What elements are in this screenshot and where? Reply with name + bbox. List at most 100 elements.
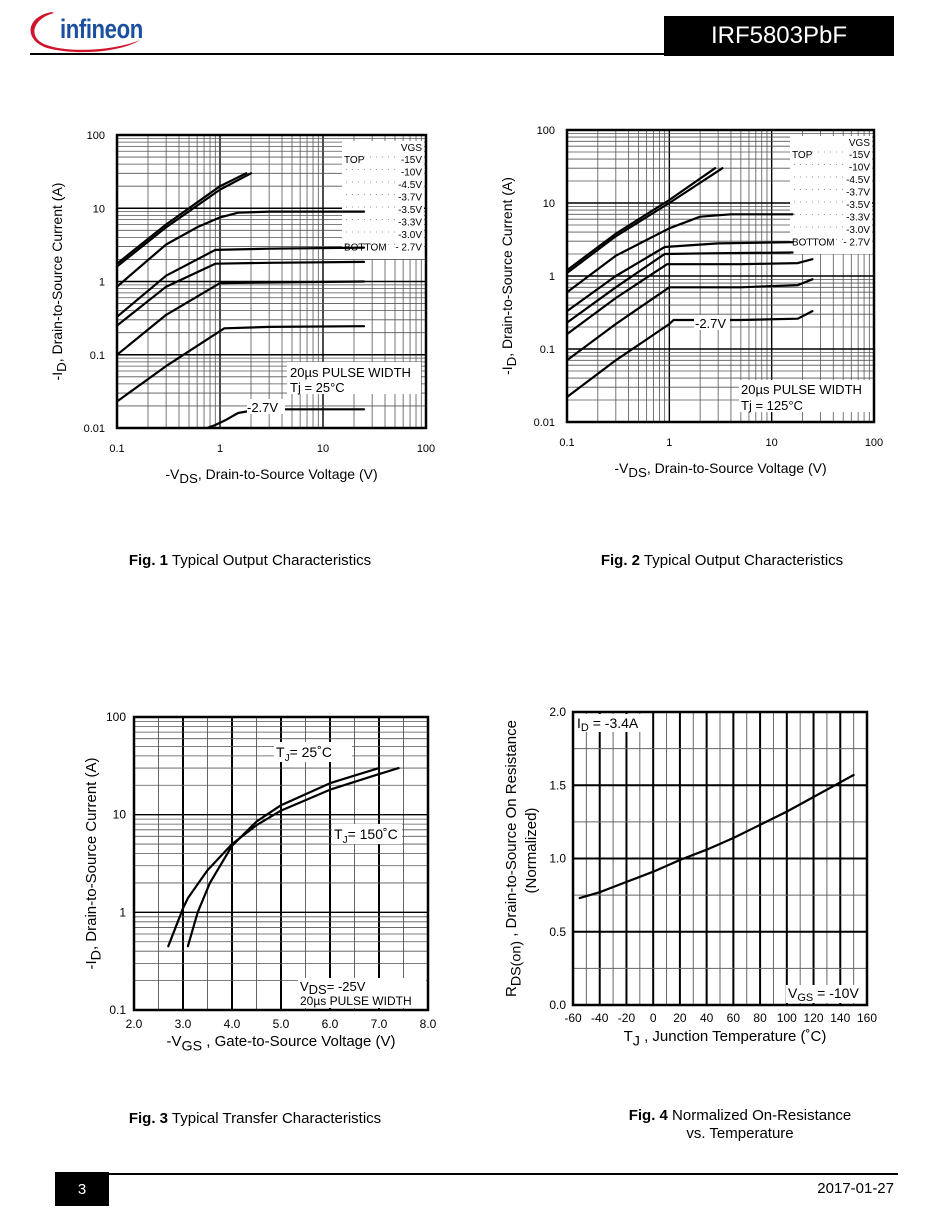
legend-entry: -3.5V	[846, 200, 870, 211]
y-tick-label: 0.1	[90, 350, 105, 362]
x-tick-label: 0	[650, 1011, 657, 1025]
x-tick-label: -40	[591, 1011, 609, 1025]
series-line--10V	[115, 172, 253, 268]
series-line--2-7V	[206, 408, 366, 430]
x-tick-label: 100	[865, 437, 883, 449]
legend-bg	[790, 136, 872, 254]
x-tick-label: 40	[700, 1011, 714, 1025]
series-line--10V	[565, 167, 724, 275]
series-line--2-7V	[565, 310, 814, 399]
legend-entry: -15V	[401, 155, 422, 166]
x-axis-label: -VGS , Gate-to-Source Voltage (V)	[166, 1033, 395, 1055]
y-axis-label: -ID, Drain-to-Source Current (A)	[49, 183, 69, 381]
series-line--3-5V	[565, 251, 794, 324]
annotation-bg	[332, 824, 402, 844]
y-tick-label: 1.0	[549, 852, 566, 866]
x-tick-label: 60	[727, 1011, 741, 1025]
legend-entry: -3.0V	[846, 225, 870, 236]
y-tick-label: 10	[113, 808, 127, 822]
legend-entry: -3.3V	[398, 218, 422, 229]
annotation-vgs: VGS = -10V	[788, 985, 859, 1004]
x-axis-label: -VDS, Drain-to-Source Voltage (V)	[165, 466, 377, 486]
legend-entry: - 2.7V	[395, 243, 422, 254]
series-line--3-7V	[115, 246, 366, 318]
annotation-bg	[739, 380, 873, 412]
x-tick-label: 160	[857, 1011, 877, 1025]
legend-top-label: TOP	[344, 155, 365, 166]
x-tick-label: 4.0	[224, 1017, 241, 1031]
infineon-logo: infineon	[22, 4, 152, 54]
caption-fig2-text: Typical Output Characteristics	[643, 552, 844, 569]
legend-top-label: TOP	[792, 150, 813, 161]
y-tick-label: 1	[99, 277, 105, 289]
legend-header: VGS	[849, 138, 870, 149]
y-axis-label: -ID, Drain-to-Source Current (A)	[499, 177, 519, 375]
caption-fig4-label: Fig. 4	[628, 1107, 668, 1124]
x-tick-label: 100	[777, 1011, 797, 1025]
x-tick-label: 1	[217, 443, 223, 455]
x-tick-label: 10	[766, 437, 778, 449]
y-tick-label: 100	[106, 710, 126, 724]
annotation-bg	[786, 985, 864, 1003]
series-line--15V	[565, 167, 717, 272]
y-axis-label: RDS(on) , Drain-to-Source On Resistance	[503, 720, 525, 997]
plot-frame	[115, 133, 428, 430]
series-line--4-5V	[115, 210, 366, 288]
x-tick-label: 8.0	[420, 1017, 437, 1031]
x-tick-label: 140	[830, 1011, 850, 1025]
x-axis-label: -VDS, Drain-to-Source Voltage (V)	[614, 460, 826, 480]
x-tick-label: 120	[804, 1011, 824, 1025]
annotation-bg	[576, 714, 644, 732]
annotation-tj: Tj = 125°C	[741, 398, 803, 413]
y-tick-label: 0.0	[549, 998, 566, 1012]
series-line--4-5V	[565, 213, 794, 294]
legend-entry: -3.3V	[846, 213, 870, 224]
annotation-pulse-width: 20µs PULSE WIDTH	[290, 365, 411, 380]
legend-entry: -3.0V	[398, 230, 422, 241]
annotation-id: ID = -3.4A	[577, 715, 639, 734]
caption-fig4-text2: vs. Temperature	[686, 1125, 794, 1142]
page-number: 3	[55, 1172, 109, 1206]
annotation-tj: Tj = 25°C	[290, 380, 345, 395]
x-tick-label: 20	[673, 1011, 687, 1025]
annotation-bg	[298, 978, 426, 1008]
annotation-2-7v: -2.7V	[247, 400, 278, 415]
x-tick-label: 0.1	[109, 443, 124, 455]
series-line--3-3V	[565, 258, 814, 336]
y-tick-label: 100	[87, 130, 105, 142]
x-tick-label: 1	[666, 437, 672, 449]
legend-entry: -4.5V	[398, 180, 422, 191]
legend-entry: -4.5V	[846, 175, 870, 186]
x-tick-label: 5.0	[273, 1017, 290, 1031]
y-tick-label: 10	[93, 203, 105, 215]
y-tick-label: 100	[537, 125, 555, 137]
annotation-bg	[247, 399, 285, 414]
header-rule	[30, 53, 666, 55]
caption-fig3: Fig. 3 Typical Transfer Characteristics	[110, 1110, 400, 1127]
caption-fig2: Fig. 2 Typical Output Characteristics	[582, 552, 862, 569]
legend-header: VGS	[401, 143, 422, 154]
caption-fig3-label: Fig. 3	[128, 1110, 169, 1127]
y-tick-label: 0.01	[84, 423, 105, 435]
x-tick-label: 6.0	[322, 1017, 339, 1031]
caption-fig1-text: Typical Output Characteristics	[171, 552, 372, 569]
x-tick-label: 80	[753, 1011, 767, 1025]
x-tick-label: 10	[317, 443, 329, 455]
y-tick-label: 10	[543, 198, 555, 210]
fig2-chart: VGS-15V -10V-4.5V -3.7V-3.5V -3.3V-3.0V - 2.…	[499, 125, 883, 480]
annotation-tj-25: TJ= 25˚C	[276, 744, 332, 764]
x-tick-label: 2.0	[126, 1017, 143, 1031]
annotation-bg	[287, 362, 421, 394]
annotation-bg	[694, 315, 730, 330]
logo-text: infineon	[60, 14, 143, 44]
caption-fig2-label: Fig. 2	[600, 552, 640, 569]
legend-bg	[342, 141, 424, 259]
caption-fig3-text: Typical Transfer Characteristics	[171, 1110, 382, 1127]
caption-fig1: Fig. 1 Typical Output Characteristics	[110, 552, 390, 569]
legend-entry: - 2.7V	[843, 238, 870, 249]
x-tick-label: 0.1	[559, 437, 574, 449]
y-tick-label: 0.1	[540, 344, 555, 356]
legend-entry: -15V	[849, 150, 870, 161]
annotation-bg	[274, 742, 352, 762]
